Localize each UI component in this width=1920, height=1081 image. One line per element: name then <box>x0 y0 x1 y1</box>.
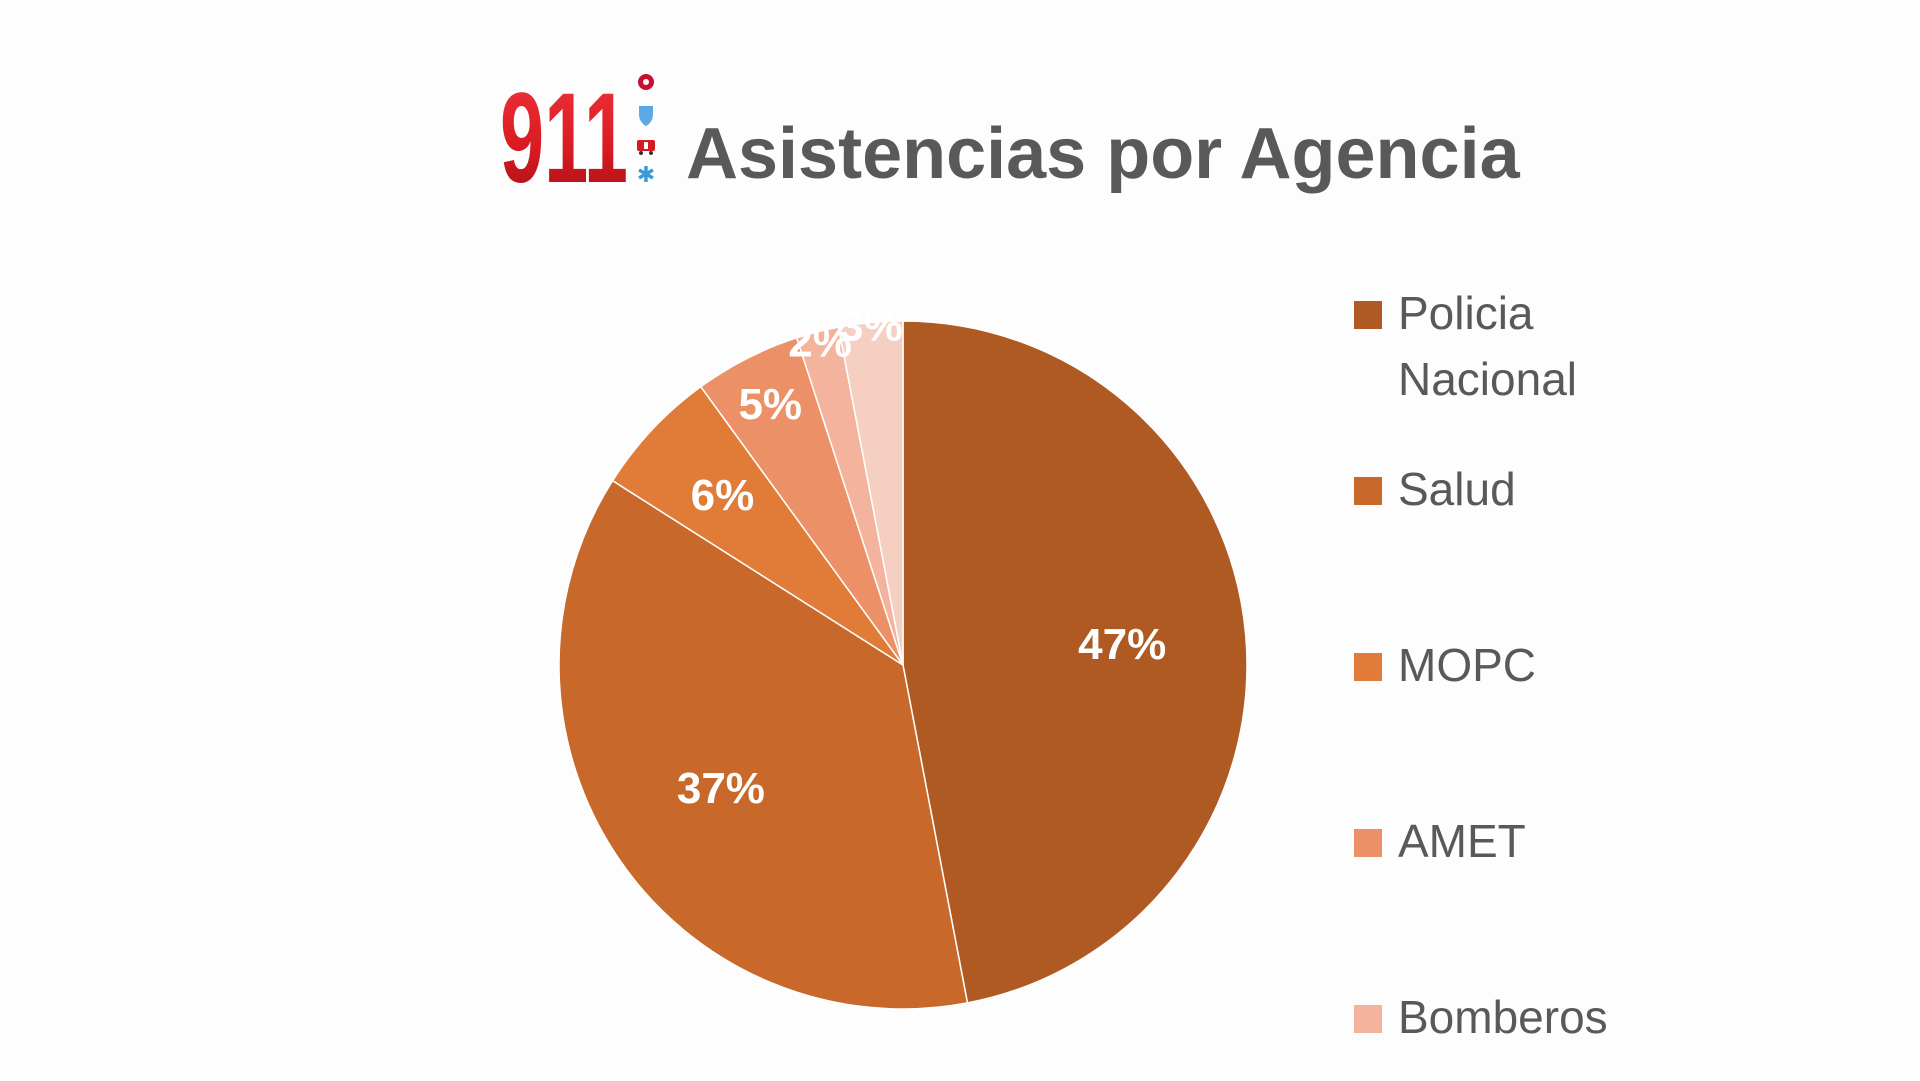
legend-item: MOPC <box>1354 632 1658 698</box>
legend-item: Bomberos <box>1354 984 1658 1050</box>
legend-swatch <box>1354 829 1382 857</box>
legend-swatch <box>1354 477 1382 505</box>
pie-slice-salud <box>558 479 969 1010</box>
shield-icon <box>639 106 653 126</box>
chart-title: Asistencias por Agencia <box>686 114 1520 194</box>
legend-label: Salud <box>1398 463 1516 515</box>
data-label: 6% <box>691 471 755 520</box>
data-label: 37% <box>677 764 765 813</box>
pie-slice-mopc <box>611 385 904 666</box>
legend-swatch <box>1354 1005 1382 1033</box>
data-label: 5% <box>738 380 802 429</box>
legend-item: Salud <box>1354 456 1658 522</box>
pie-slice-policia-nacional <box>902 320 1248 1004</box>
pie-slice-other <box>837 320 904 666</box>
legend-item: AMET <box>1354 808 1658 874</box>
logo-911: 911 ✱ <box>500 70 655 195</box>
logo-text: 911 <box>500 70 628 195</box>
data-label: 2% <box>788 317 852 366</box>
legend-label: AMET <box>1398 815 1526 867</box>
legend-label: MOPC <box>1398 639 1536 691</box>
legend-swatch <box>1354 301 1382 329</box>
data-label: 47% <box>1078 620 1166 669</box>
pie-slices <box>558 320 1248 1010</box>
data-label: 3% <box>839 301 903 350</box>
pie-data-labels: 47% 37% 6% 5% 2%3% <box>677 301 1166 813</box>
legend-item: Policia Nacional <box>1354 280 1658 412</box>
ambulance-icon <box>637 140 655 155</box>
svg-text:✱: ✱ <box>637 163 655 188</box>
legend-swatch <box>1354 653 1382 681</box>
medical-star-icon: ✱ <box>637 163 655 188</box>
legend-label: Policia Nacional <box>1398 287 1577 405</box>
fire-icon <box>638 74 654 90</box>
legend-label: Bomberos <box>1398 991 1608 1043</box>
